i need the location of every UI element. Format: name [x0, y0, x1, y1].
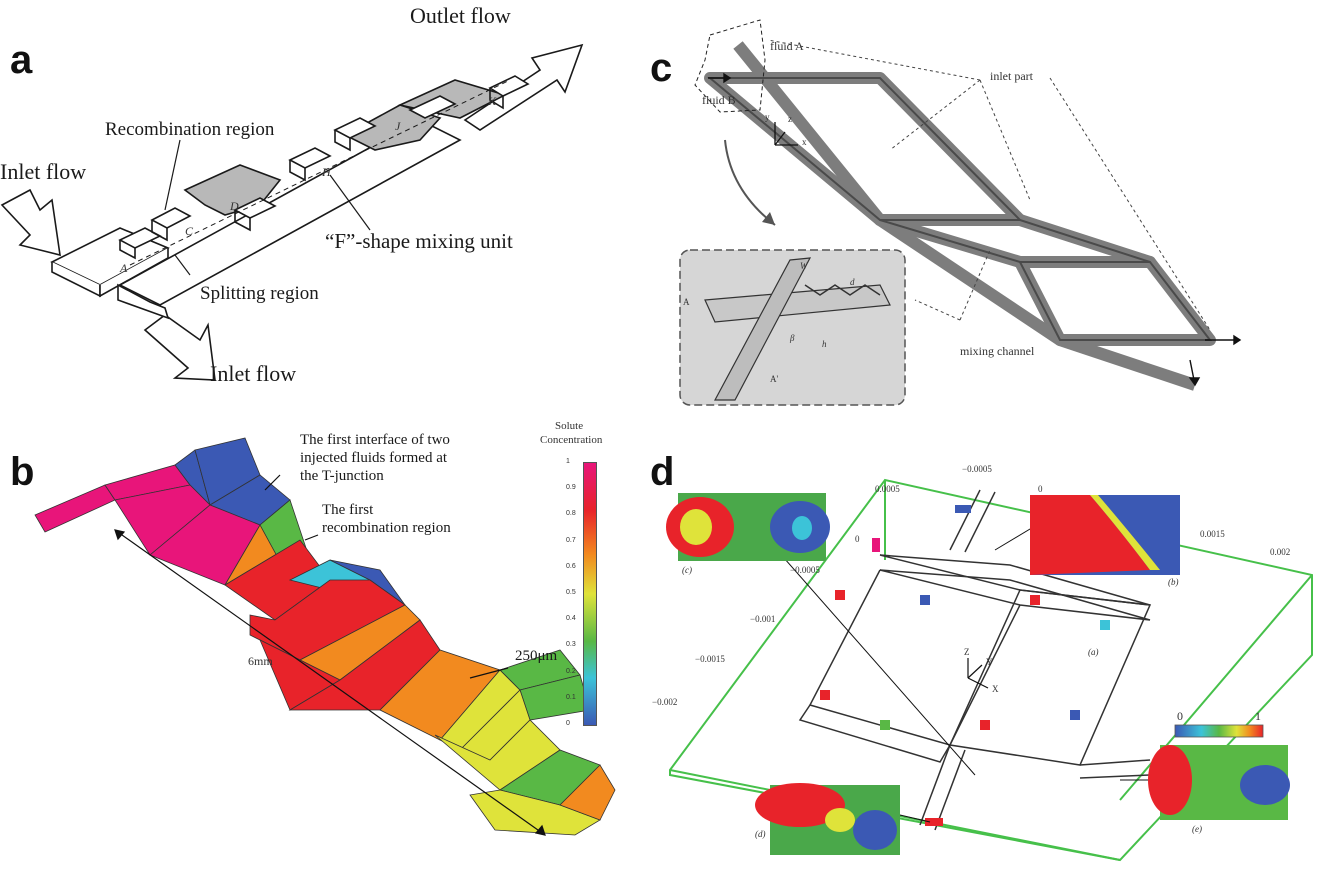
recombination-region-label: Recombination region [105, 119, 275, 140]
marker-k: K [488, 94, 497, 108]
panel-label-a: a [10, 38, 33, 82]
colorbar-tick: 0.8 [566, 510, 576, 518]
panel-c-drawing [679, 19, 1242, 406]
colorbar-tick: 1 [566, 458, 570, 465]
d-tick-m0002: −0.002 [652, 697, 678, 707]
fluid-a-label: fluid A [770, 39, 804, 53]
recombination-label-line2: recombination region [322, 520, 451, 536]
d-inset-d-label: (d) [755, 829, 766, 839]
d-tick-m0001: −0.001 [750, 614, 776, 624]
colorbar-tick: 0.2 [566, 667, 576, 675]
colorbar-tick: 0.4 [566, 615, 576, 623]
d-axis-x: X [992, 684, 999, 694]
fluid-b-label: fluid B [702, 93, 736, 107]
panel-c: c [650, 0, 1319, 410]
d-tick-0: 0 [1038, 484, 1043, 494]
d-inset-b-label: (b) [1168, 577, 1179, 587]
d-cbar-min: 0 [1177, 709, 1183, 723]
marker-c: C [185, 224, 194, 238]
panel-a: a [0, 0, 640, 400]
panel-d: d [650, 420, 1319, 873]
recombination-label-line1: The first [322, 502, 374, 518]
c-axis-x: x [802, 137, 807, 147]
d-tick-00015: 0.0015 [1200, 529, 1225, 539]
inlet-flow-left-label: Inlet flow [0, 159, 87, 184]
inset-beta-label: β [790, 333, 795, 343]
first-interface-label-line1: The first interface of two [300, 432, 450, 448]
panel-a-drawing [0, 43, 584, 381]
panel-d-drawing [666, 478, 1313, 862]
d-axis-y: Y [986, 657, 993, 667]
d-inset-c-tick: −0.0005 [790, 565, 820, 575]
marker-h: H [322, 165, 331, 179]
splitting-region-label: Splitting region [200, 283, 319, 304]
colorbar-tick: 0.5 [566, 589, 576, 596]
d-tick-m0005: −0.0005 [962, 464, 992, 474]
colorbar-title-line2: Concentration [540, 434, 603, 446]
colorbar-tick: 0.9 [566, 484, 576, 492]
d-tick-m00015: −0.0015 [695, 654, 725, 664]
first-interface-label-line3: the T-junction [300, 468, 384, 484]
marker-d: D [230, 199, 239, 213]
marker-a: A [120, 261, 128, 275]
inset-a-label: A [683, 297, 690, 307]
colorbar-title-line1: Solute [555, 420, 584, 432]
width-label: 250μm [515, 648, 558, 664]
c-axis-y: y [765, 112, 770, 122]
d-cbar-max: 1 [1255, 709, 1261, 723]
panel-b-drawing [34, 437, 616, 836]
d-axis-z: Z [964, 647, 970, 657]
length-label: 6mm [248, 654, 273, 668]
colorbar [583, 462, 597, 726]
d-tick-00005: 0.0005 [875, 484, 900, 494]
inlet-part-label: inlet part [990, 69, 1033, 83]
panel-label-d: d [650, 450, 675, 494]
c-axis-z: z [788, 114, 792, 124]
inset-w-label: W [800, 261, 808, 271]
inlet-flow-bottom-label: Inlet flow [210, 361, 297, 386]
colorbar-tick: 0 [566, 720, 570, 727]
d-tick-0-left: 0 [855, 534, 860, 544]
panel-label-b: b [10, 450, 35, 494]
colorbar-tick: 0.7 [566, 536, 576, 544]
d-tick-0002: 0.002 [1270, 547, 1291, 557]
colorbar-tick: 0.3 [566, 641, 576, 649]
mixing-channel-label: mixing channel [960, 344, 1035, 358]
d-inset-a-label: (a) [1088, 647, 1099, 657]
colorbar-tick: 0.6 [566, 562, 576, 570]
panel-label-c: c [650, 46, 673, 90]
f-shape-unit-label: “F”-shape mixing unit [325, 229, 513, 253]
marker-j: J [395, 119, 401, 133]
first-interface-label-line2: injected fluids formed at [300, 450, 448, 466]
d-inset-e-label: (e) [1192, 824, 1202, 834]
colorbar-tick: 0.1 [566, 693, 576, 701]
inset-d-label: d [850, 277, 855, 287]
d-inset-c-label: (c) [682, 565, 692, 575]
inset-a-prime-label: A' [770, 374, 779, 384]
inset-h-label: h [822, 339, 827, 349]
panel-b: b [0, 420, 640, 873]
outlet-flow-label: Outlet flow [410, 3, 511, 28]
